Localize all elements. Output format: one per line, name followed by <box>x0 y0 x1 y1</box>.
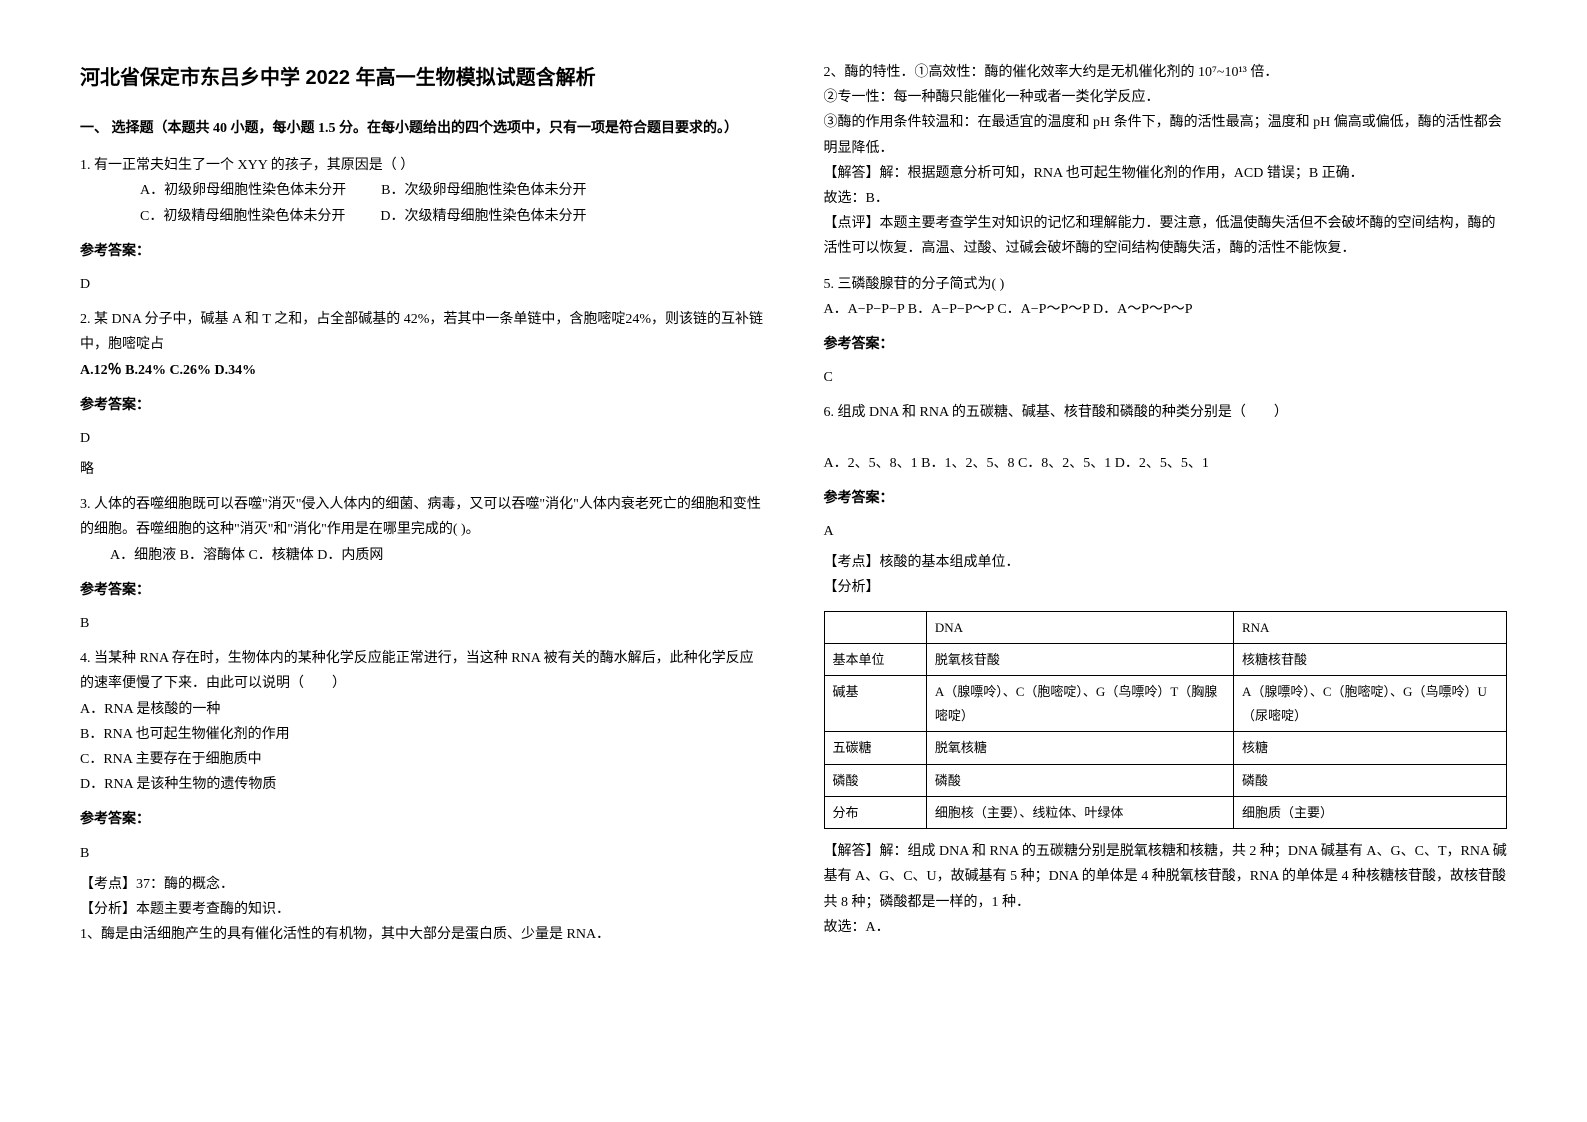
td: 磷酸 <box>926 764 1233 796</box>
q4-guxuan: 故选：B． <box>824 186 1508 211</box>
q4-dianping: 【点评】本题主要考查学生对知识的记忆和理解能力．要注意，低温使酶失活但不会破坏酶… <box>824 211 1508 261</box>
td: 核糖核苷酸 <box>1234 643 1507 675</box>
q3-text: 3. 人体的吞噬细胞既可以吞噬"消灭"侵入人体内的细菌、病毒，又可以吞噬"消化"… <box>80 492 764 542</box>
td: 脱氧核糖 <box>926 732 1233 764</box>
table-row: 碱基 A（腺嘌呤）、C（胞嘧啶）、G（鸟嘌呤）T（胸腺嘧啶） A（腺嘌呤）、C（… <box>824 676 1507 732</box>
q6-text: 6. 组成 DNA 和 RNA 的五碳糖、碱基、核苷酸和磷酸的种类分别是（ ） <box>824 400 1508 425</box>
q3-options: A．细胞液 B．溶酶体 C．核糖体 D．内质网 <box>80 543 764 568</box>
td: 五碳糖 <box>824 732 926 764</box>
th-1: DNA <box>926 611 1233 643</box>
q4-kaodian: 【考点】37：酶的概念． <box>80 872 764 897</box>
q1-opt-c: C．初级精母细胞性染色体未分开 <box>140 209 345 224</box>
left-column: 河北省保定市东吕乡中学 2022 年高一生物模拟试题含解析 一、 选择题（本题共… <box>50 60 794 1062</box>
td: A（腺嘌呤）、C（胞嘧啶）、G（鸟嘌呤）U（尿嘧啶） <box>1234 676 1507 732</box>
q5-text: 5. 三磷酸腺苷的分子简式为( ) <box>824 272 1508 297</box>
td: 核糖 <box>1234 732 1507 764</box>
question-5: 5. 三磷酸腺苷的分子简式为( ) A．A−P−P−P B．A−P−P～P C．… <box>824 272 1508 322</box>
question-2: 2. 某 DNA 分子中，碱基 A 和 T 之和，占全部碱基的 42%，若其中一… <box>80 307 764 383</box>
q6-guxuan: 故选：A． <box>824 915 1508 940</box>
q4-jieda: 【解答】解：根据题意分析可知，RNA 也可起生物催化剂的作用，ACD 错误；B … <box>824 161 1508 186</box>
page-title: 河北省保定市东吕乡中学 2022 年高一生物模拟试题含解析 <box>80 60 764 96</box>
q4-fenxi: 【分析】本题主要考查酶的知识． <box>80 897 764 922</box>
q2-note: 略 <box>80 457 764 482</box>
td: 基本单位 <box>824 643 926 675</box>
q3-answer: B <box>80 611 764 636</box>
q4-answer: B <box>80 841 764 866</box>
td: 碱基 <box>824 676 926 732</box>
th-0 <box>824 611 926 643</box>
q4-opt-b: B．RNA 也可起生物催化剂的作用 <box>80 722 764 747</box>
question-6: 6. 组成 DNA 和 RNA 的五碳糖、碱基、核苷酸和磷酸的种类分别是（ ） … <box>824 400 1508 476</box>
question-3: 3. 人体的吞噬细胞既可以吞噬"消灭"侵入人体内的细菌、病毒，又可以吞噬"消化"… <box>80 492 764 568</box>
td: 细胞质（主要） <box>1234 796 1507 828</box>
q1-opt-a: A．初级卵母细胞性染色体未分开 <box>140 183 346 198</box>
td: 脱氧核苷酸 <box>926 643 1233 675</box>
table-row: 分布 细胞核（主要）、线粒体、叶绿体 细胞质（主要） <box>824 796 1507 828</box>
q2-options: A.12％ B.24% C.26% D.34% <box>80 358 764 383</box>
table-row: 基本单位 脱氧核苷酸 核糖核苷酸 <box>824 643 1507 675</box>
td: 细胞核（主要）、线粒体、叶绿体 <box>926 796 1233 828</box>
q1-options-row2: C．初级精母细胞性染色体未分开 D．次级精母细胞性染色体未分开 <box>80 204 764 229</box>
q6-table: DNA RNA 基本单位 脱氧核苷酸 核糖核苷酸 碱基 A（腺嘌呤）、C（胞嘧啶… <box>824 611 1508 830</box>
td: A（腺嘌呤）、C（胞嘧啶）、G（鸟嘌呤）T（胸腺嘧啶） <box>926 676 1233 732</box>
q6-jieda: 【解答】解：组成 DNA 和 RNA 的五碳糖分别是脱氧核糖和核糖，共 2 种；… <box>824 839 1508 915</box>
td: 分布 <box>824 796 926 828</box>
q2-answer-label: 参考答案： <box>80 393 764 418</box>
q4-opt-d: D．RNA 是该种生物的遗传物质 <box>80 772 764 797</box>
q1-answer-label: 参考答案： <box>80 239 764 264</box>
q1-opt-b: B．次级卵母细胞性染色体未分开 <box>381 183 586 198</box>
th-2: RNA <box>1234 611 1507 643</box>
q5-options: A．A−P−P−P B．A−P−P～P C．A−P～P～P D．A～P～P～P <box>824 297 1508 322</box>
q1-options-row1: A．初级卵母细胞性染色体未分开 B．次级卵母细胞性染色体未分开 <box>80 178 764 203</box>
question-4: 4. 当某种 RNA 存在时，生物体内的某种化学反应能正常进行，当这种 RNA … <box>80 646 764 797</box>
q6-kaodian: 【考点】核酸的基本组成单位． <box>824 550 1508 575</box>
question-1: 1. 有一正常夫妇生了一个 XYY 的孩子，其原因是（ ） A．初级卵母细胞性染… <box>80 153 764 229</box>
table-row: 磷酸 磷酸 磷酸 <box>824 764 1507 796</box>
q2-answer: D <box>80 426 764 451</box>
q4-answer-label: 参考答案： <box>80 807 764 832</box>
td: 磷酸 <box>1234 764 1507 796</box>
right-column: 2、酶的特性．①高效性：酶的催化效率大约是无机催化剂的 10⁷~10¹³ 倍． … <box>794 60 1538 1062</box>
q6-answer: A <box>824 519 1508 544</box>
q1-text: 1. 有一正常夫妇生了一个 XYY 的孩子，其原因是（ ） <box>80 153 764 178</box>
section-header: 一、 选择题（本题共 40 小题，每小题 1.5 分。在每小题给出的四个选项中，… <box>80 116 764 141</box>
q4-line2: 2、酶的特性．①高效性：酶的催化效率大约是无机催化剂的 10⁷~10¹³ 倍． <box>824 60 1508 85</box>
q4-line1: 1、酶是由活细胞产生的具有催化活性的有机物，其中大部分是蛋白质、少量是 RNA． <box>80 922 764 947</box>
q2-text: 2. 某 DNA 分子中，碱基 A 和 T 之和，占全部碱基的 42%，若其中一… <box>80 307 764 357</box>
q5-answer: C <box>824 365 1508 390</box>
q6-fenxi: 【分析】 <box>824 575 1508 600</box>
td: 磷酸 <box>824 764 926 796</box>
table-header-row: DNA RNA <box>824 611 1507 643</box>
q4-line3: ②专一性：每一种酶只能催化一种或者一类化学反应． <box>824 85 1508 110</box>
q3-answer-label: 参考答案： <box>80 578 764 603</box>
q5-answer-label: 参考答案： <box>824 332 1508 357</box>
table-row: 五碳糖 脱氧核糖 核糖 <box>824 732 1507 764</box>
q1-answer: D <box>80 272 764 297</box>
q4-opt-a: A．RNA 是核酸的一种 <box>80 697 764 722</box>
q4-opt-c: C．RNA 主要存在于细胞质中 <box>80 747 764 772</box>
q4-line4: ③酶的作用条件较温和：在最适宜的温度和 pH 条件下，酶的活性最高；温度和 pH… <box>824 110 1508 160</box>
q6-answer-label: 参考答案： <box>824 486 1508 511</box>
q6-options: A．2、5、8、1 B．1、2、5、8 C．8、2、5、1 D．2、5、5、1 <box>824 451 1508 476</box>
q4-text: 4. 当某种 RNA 存在时，生物体内的某种化学反应能正常进行，当这种 RNA … <box>80 646 764 696</box>
q1-opt-d: D．次级精母细胞性染色体未分开 <box>380 209 586 224</box>
